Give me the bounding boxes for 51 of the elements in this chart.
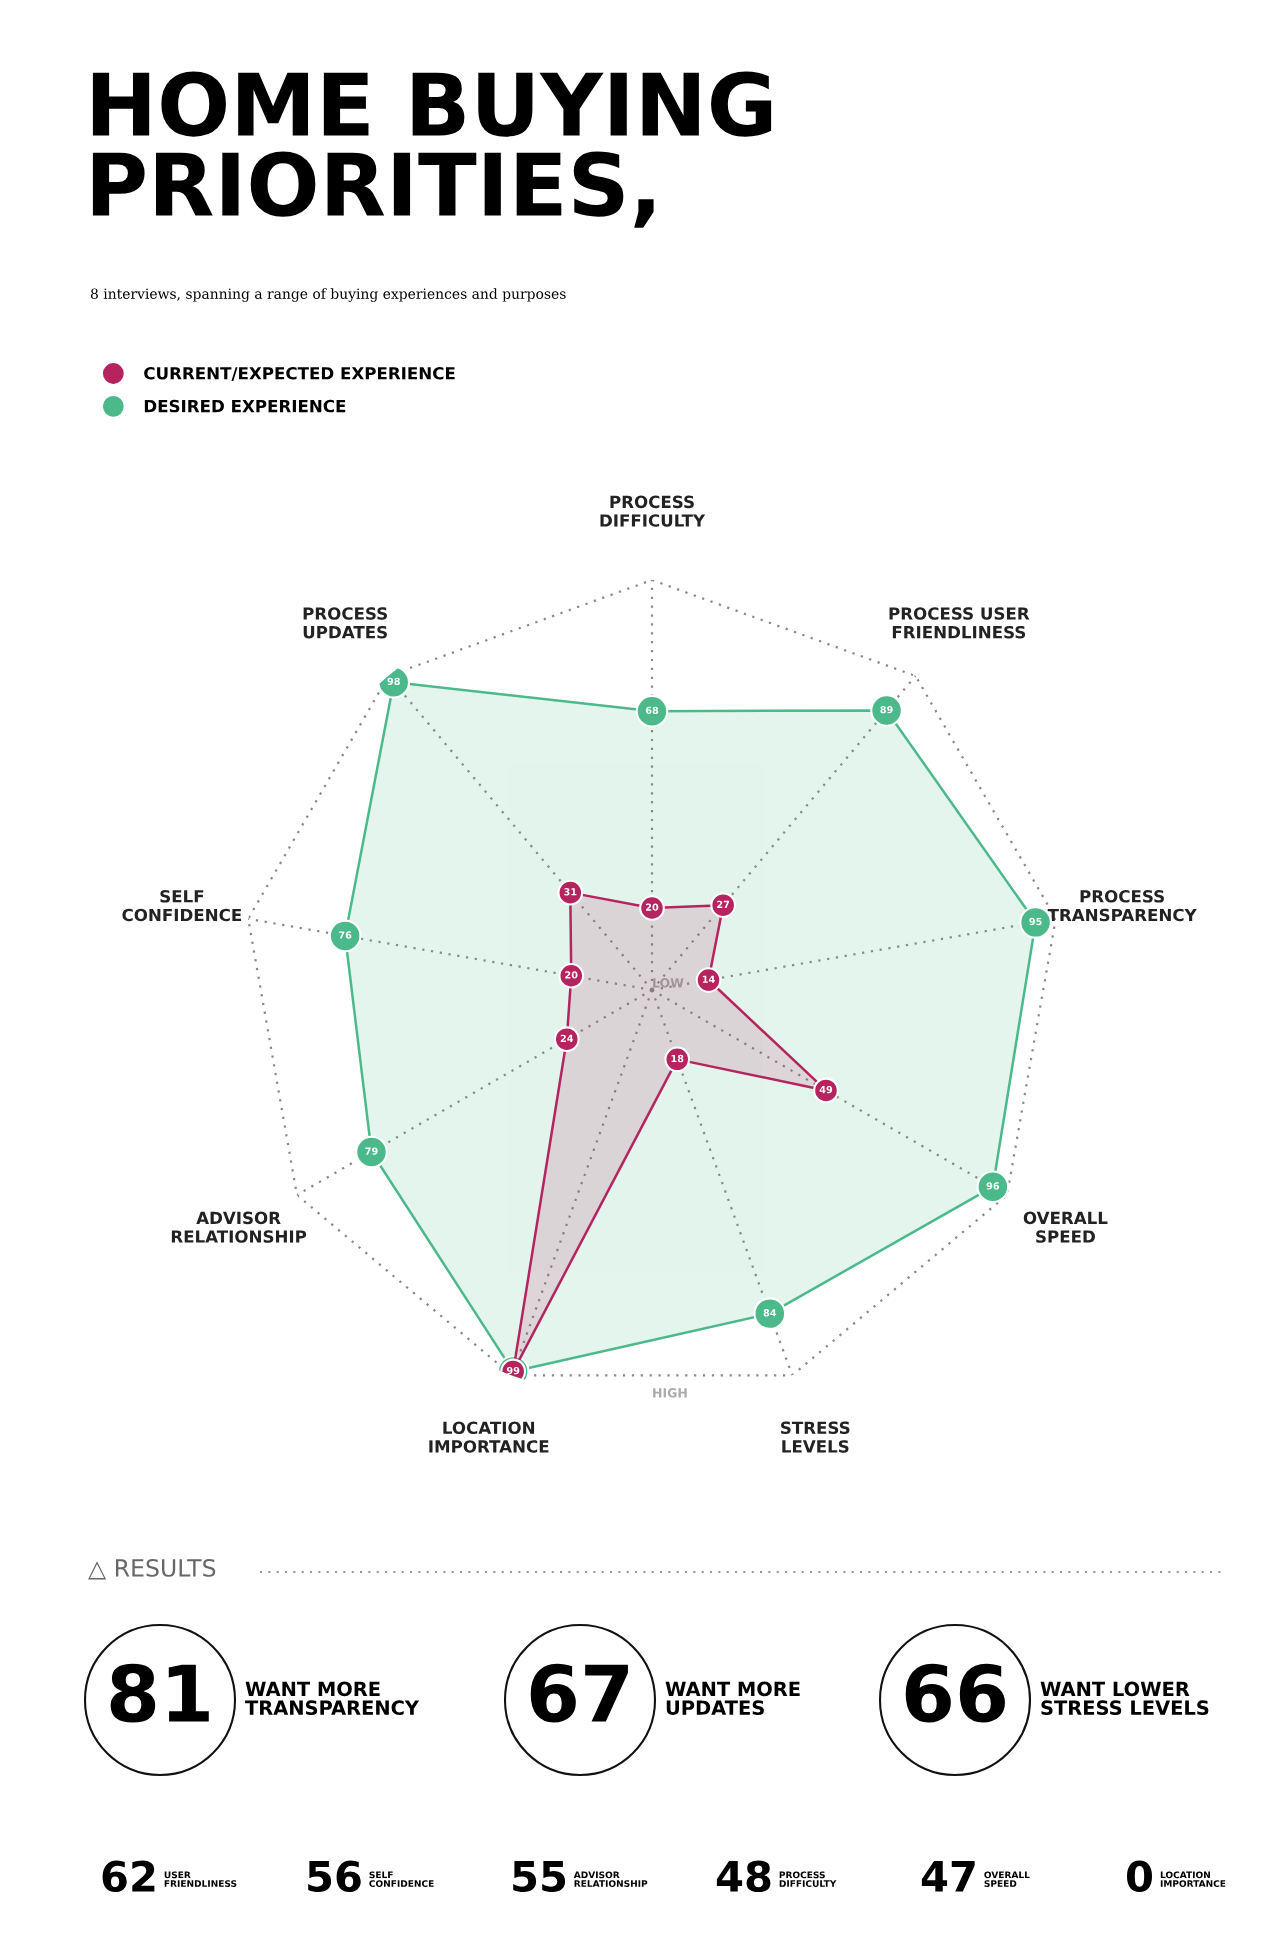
text: WANT LOWER STRESS LEVELS — [1040, 1681, 1209, 1716]
text: 47 — [921, 1861, 975, 1892]
spoke-label: STRESS LEVELS — [781, 1421, 850, 1453]
data-label: 49 — [819, 1085, 833, 1094]
text: PROCESS DIFFICULTY — [779, 1871, 837, 1887]
data-label: 99 — [506, 1366, 520, 1375]
data-label: 18 — [671, 1054, 684, 1063]
data-label: 84 — [763, 1309, 777, 1317]
text: LOCATION IMPORTANCE — [1160, 1871, 1226, 1887]
spoke-label: PROCESS TRANSPARENCY — [1047, 890, 1197, 922]
y-tick-label: HIGH — [653, 1388, 687, 1398]
text: USER FRIENDLINESS — [164, 1871, 237, 1887]
data-label: 96 — [986, 1182, 1000, 1190]
text: ADVISOR RELATIONSHIP — [573, 1871, 648, 1887]
spoke-label: ADVISOR RELATIONSHIP — [171, 1211, 307, 1243]
text: 66 — [905, 1663, 1005, 1723]
data-label: 89 — [880, 705, 893, 714]
data-label: 68 — [645, 706, 659, 715]
text: △ RESULTS — [88, 1558, 216, 1580]
data-label: 14 — [702, 975, 715, 983]
data-label: 79 — [365, 1147, 378, 1155]
chart-subtitle: 8 interviews, spanning a range of buying experiences and purposes — [90, 288, 566, 302]
data-label: 95 — [1029, 917, 1042, 926]
chart-title: HOME BUYING PRIORITIES, — [92, 71, 772, 228]
text: 0 — [1126, 1860, 1152, 1893]
text: WANT MORE TRANSPARENCY — [245, 1681, 420, 1716]
data-label: 20 — [646, 903, 659, 911]
legend-label: DESIRED EXPERIENCE — [144, 399, 346, 413]
spoke-label: PROCESS DIFFICULTY — [600, 495, 706, 527]
spoke-label: SELF CONFIDENCE — [122, 890, 242, 922]
data-label: 76 — [339, 931, 352, 939]
data-label: 20 — [565, 971, 578, 979]
text: OVERALL SPEED — [984, 1871, 1030, 1887]
text: 67 — [530, 1663, 628, 1723]
text: 55 — [513, 1861, 566, 1893]
text: 62 — [102, 1860, 155, 1893]
text: WANT MORE UPDATES — [665, 1681, 800, 1716]
text: SELF CONFIDENCE — [369, 1871, 434, 1887]
text: 81 — [110, 1663, 209, 1723]
spoke-label: OVERALL SPEED — [1023, 1211, 1108, 1243]
data-label: 24 — [560, 1034, 574, 1042]
spoke-label: PROCESS UPDATES — [303, 607, 387, 639]
spoke-label: LOCATION IMPORTANCE — [429, 1421, 549, 1453]
spoke-label: PROCESS USER FRIENDLINESS — [889, 607, 1030, 639]
legend-label: CURRENT/EXPECTED EXPERIENCE — [144, 366, 455, 381]
data-label: 31 — [564, 888, 577, 896]
data-label: 98 — [387, 677, 400, 686]
y-tick-label: LOW — [653, 978, 684, 988]
data-label: 27 — [717, 900, 730, 908]
text: 48 — [716, 1860, 771, 1893]
text: 56 — [308, 1860, 361, 1893]
